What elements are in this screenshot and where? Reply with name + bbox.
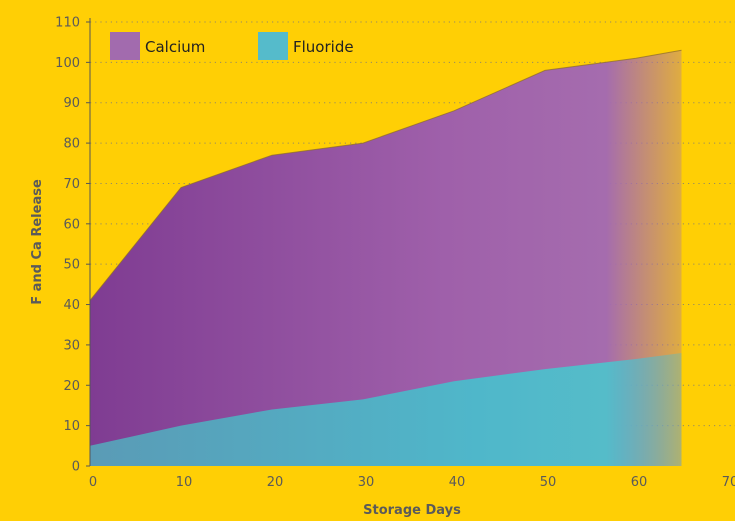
y-tick-label: 40 <box>63 298 80 313</box>
legend-swatch-fluoride <box>258 32 288 60</box>
x-tick-label: 40 <box>449 475 466 490</box>
legend-label-calcium: Calcium <box>145 38 205 56</box>
x-tick-label: 50 <box>540 475 557 490</box>
legend: Calcium Fluoride <box>110 32 354 60</box>
y-tick-label: 80 <box>63 137 80 152</box>
x-tick-label: 30 <box>358 475 375 490</box>
legend-label-fluoride: Fluoride <box>293 38 354 56</box>
y-tick-label: 100 <box>55 56 80 71</box>
x-tick-label: 70 <box>722 475 735 490</box>
y-tick-label: 0 <box>72 460 80 475</box>
y-tick-label: 70 <box>63 177 80 192</box>
y-tick-label: 30 <box>63 338 80 353</box>
y-tick-label: 50 <box>63 258 80 273</box>
x-tick-label: 60 <box>631 475 648 490</box>
y-tick-label: 10 <box>63 419 80 434</box>
x-tick-labels: 0 10 20 30 40 50 60 70 <box>89 475 735 490</box>
y-tick-label: 20 <box>63 379 80 394</box>
area-series-layer <box>89 49 682 467</box>
y-axis-title: F and Ca Release <box>30 179 45 305</box>
fluoride-area <box>90 353 682 466</box>
x-axis-title: Storage Days <box>363 503 461 518</box>
calcium-area <box>90 50 682 467</box>
x-tick-label: 20 <box>267 475 284 490</box>
legend-swatch-calcium <box>110 32 140 60</box>
y-tick-labels: 0 10 20 30 40 50 60 70 80 90 100 110 <box>55 16 80 475</box>
calcium-edge-line <box>89 49 682 301</box>
y-tick-label: 60 <box>63 217 80 232</box>
y-tick-label: 90 <box>63 96 80 111</box>
x-tick-label: 0 <box>89 475 97 490</box>
y-tick-label: 110 <box>55 16 80 31</box>
x-tick-label: 10 <box>176 475 193 490</box>
